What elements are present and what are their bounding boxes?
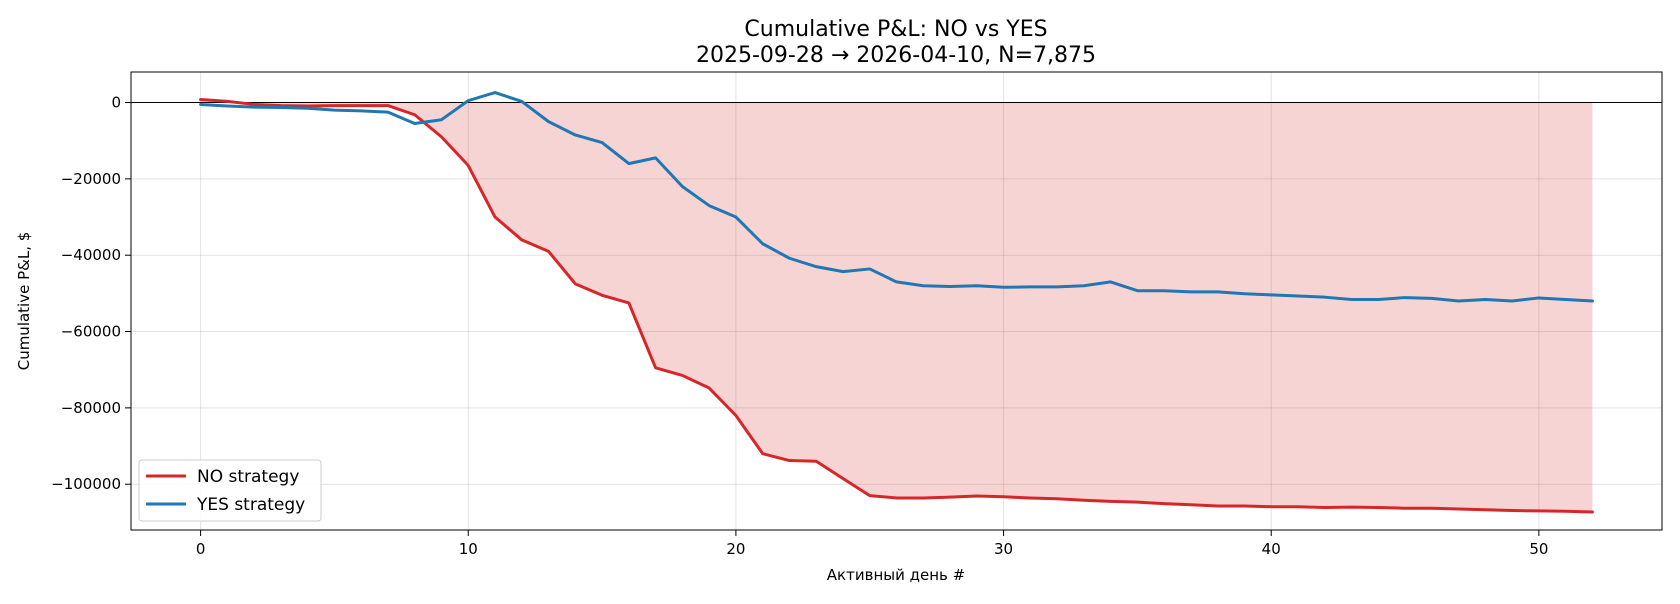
chart-subtitle: 2025-09-28 → 2026-04-10, N=7,875 <box>696 43 1096 68</box>
y-tick-label: −60000 <box>61 323 121 341</box>
x-tick-label: 30 <box>994 540 1013 558</box>
plot-frame <box>130 71 1663 531</box>
x-tick-label: 20 <box>726 540 745 558</box>
legend: NO strategy YES strategy <box>138 459 322 522</box>
x-axis-label: Активный день # <box>827 566 965 584</box>
y-tick-label: 0 <box>111 94 121 112</box>
x-tick-label: 0 <box>196 540 206 558</box>
no-strategy-line <box>199 97 1594 514</box>
x-tick-label: 50 <box>1529 540 1548 558</box>
x-ticks: 0 10 20 30 40 50 <box>196 530 1548 558</box>
no-strategy-fill <box>200 99 1593 513</box>
y-tick-label: −40000 <box>61 246 121 264</box>
y-tick-label: −100000 <box>51 475 121 493</box>
y-tick-label: −20000 <box>61 170 121 188</box>
y-tick-label: −80000 <box>61 399 121 417</box>
x-tick-label: 40 <box>1262 540 1281 558</box>
y-axis-label: Cumulative P&L, $ <box>15 232 33 371</box>
yes-strategy-line <box>199 91 1594 303</box>
x-tick-label: 10 <box>459 540 478 558</box>
chart-title: Cumulative P&L: NO vs YES <box>744 17 1047 42</box>
y-ticks: 0 −20000 −40000 −60000 −80000 −100000 <box>51 94 131 493</box>
legend-label-no: NO strategy <box>197 467 299 487</box>
fill-area <box>200 99 1593 513</box>
series-lines <box>199 91 1594 514</box>
legend-label-yes: YES strategy <box>196 495 305 515</box>
